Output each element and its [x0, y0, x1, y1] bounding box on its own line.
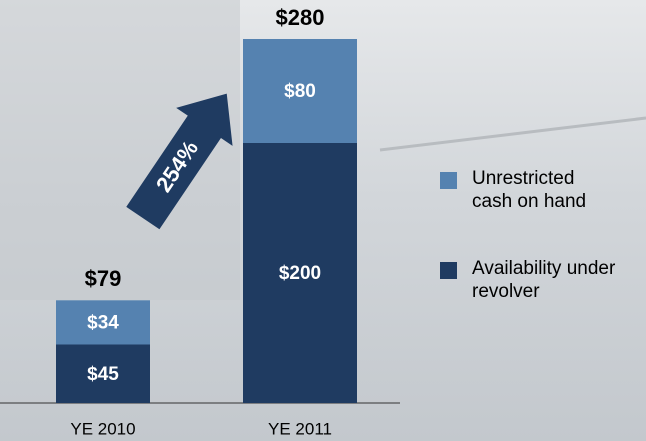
bar-segment	[56, 344, 150, 403]
legend-label: Availability under revolver	[472, 258, 616, 302]
total-label: $79	[85, 266, 122, 291]
legend-swatch	[440, 262, 457, 279]
total-label: $280	[276, 5, 325, 30]
arrow-shape	[126, 93, 233, 230]
value-label: $200	[279, 263, 321, 284]
bar-segment	[56, 300, 150, 345]
legend-label: Unrestricted cash on hand	[472, 168, 587, 212]
bar-segment	[243, 39, 357, 143]
background-pier	[379, 116, 646, 152]
value-label: $80	[284, 81, 316, 102]
legend-swatch	[440, 172, 457, 189]
x-tick-label: YE 2010	[70, 419, 135, 438]
value-label: $45	[87, 364, 119, 385]
x-tick-label: YE 2011	[268, 419, 332, 438]
bar-segment	[243, 143, 357, 403]
value-label: $34	[87, 312, 119, 333]
